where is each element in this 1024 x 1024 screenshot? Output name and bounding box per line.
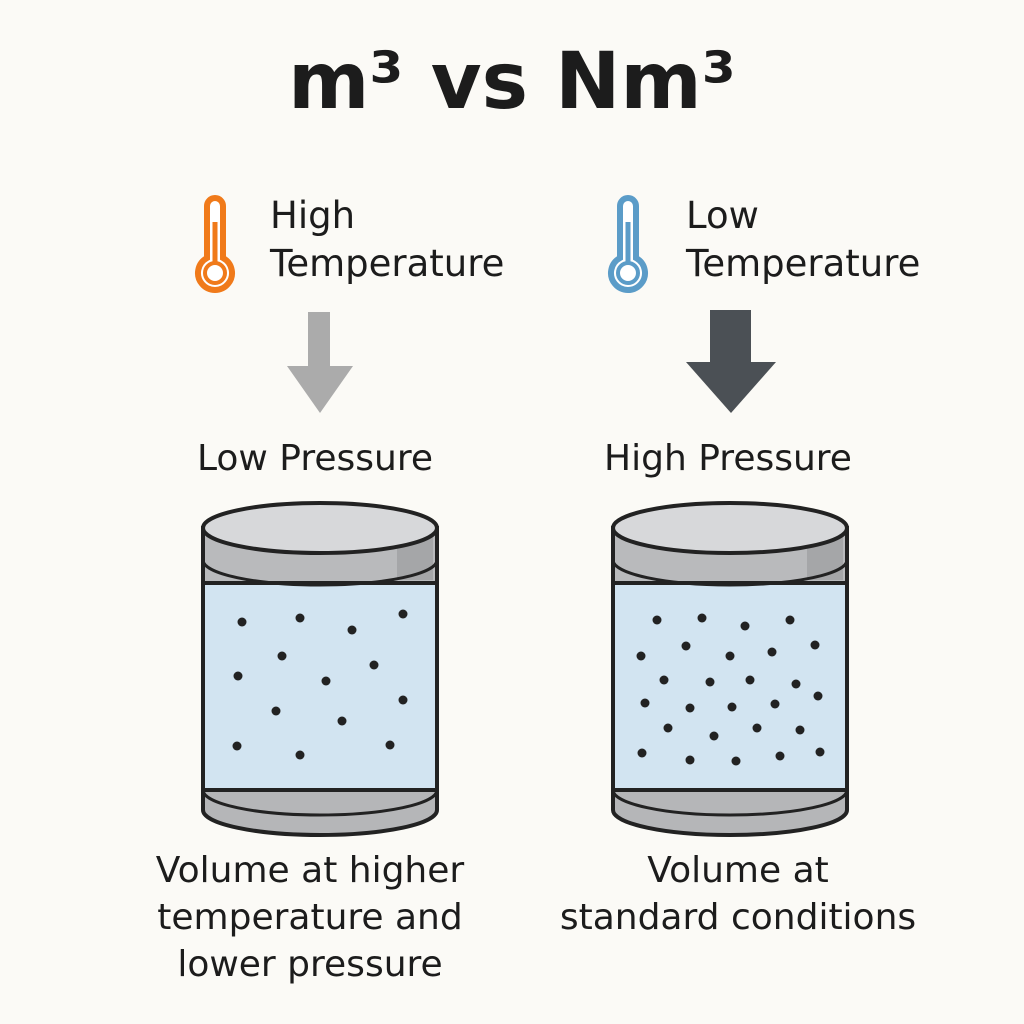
- cylinder-bottom-edge: [611, 789, 849, 817]
- cylinder-bottom-band: [611, 783, 849, 837]
- gas-particle: [385, 740, 395, 750]
- arrow-head: [686, 362, 776, 413]
- cylinder-bottom-edge: [201, 789, 439, 817]
- gas-particle: [369, 660, 379, 670]
- gas-particle: [347, 625, 357, 635]
- gas-particle: [775, 751, 785, 761]
- gas-particle: [295, 613, 305, 623]
- gas-particle: [659, 675, 669, 685]
- gas-particle: [810, 640, 820, 650]
- gas-particle: [752, 723, 762, 733]
- caption: standard conditions: [560, 897, 916, 938]
- caption: lower pressure: [177, 944, 442, 985]
- gas-particle: [277, 651, 287, 661]
- gas-particle: [640, 698, 650, 708]
- gas-particle: [398, 695, 408, 705]
- arrow-shaft: [710, 310, 751, 362]
- cylinder-top-band-edge: [201, 559, 439, 587]
- gas-particle: [725, 651, 735, 661]
- gas-particle: [337, 716, 347, 726]
- cylinder-body: [611, 578, 849, 792]
- cylinder-top-band-edge: [611, 559, 849, 587]
- temperature-label: Temperature: [269, 242, 504, 285]
- gas-particle: [232, 741, 242, 751]
- gas-particle: [785, 615, 795, 625]
- cylinder-lid: [611, 501, 849, 555]
- gas-particle: [709, 731, 719, 741]
- gas-particle: [705, 677, 715, 687]
- gas-particle: [237, 617, 247, 627]
- gas-particle: [791, 679, 801, 689]
- cylinder-bottom-band: [201, 783, 439, 837]
- temperature-label: Temperature: [685, 242, 920, 285]
- gas-particle: [233, 671, 243, 681]
- gas-particle: [767, 647, 777, 657]
- cylinder-body: [201, 578, 439, 792]
- gas-particle: [652, 615, 662, 625]
- gas-particle: [271, 706, 281, 716]
- thermometer-bulb: [203, 261, 227, 285]
- gas-particle: [681, 641, 691, 651]
- gas-particle: [813, 691, 823, 701]
- gas-particle: [685, 703, 695, 713]
- gas-particle: [745, 675, 755, 685]
- temperature-label: Low: [686, 194, 759, 237]
- caption: temperature and: [157, 897, 462, 938]
- gas-particle: [795, 725, 805, 735]
- gas-particle: [740, 621, 750, 631]
- gas-particle: [637, 748, 647, 758]
- caption: Volume at: [647, 850, 829, 891]
- gas-particle: [295, 750, 305, 760]
- gas-particle: [663, 723, 673, 733]
- gas-particle: [770, 699, 780, 709]
- gas-particle: [636, 651, 646, 661]
- arrow-shaft: [308, 312, 330, 366]
- thermometer-bulb: [616, 261, 640, 285]
- pressure-label: Low Pressure: [197, 438, 433, 479]
- gas-particle: [685, 755, 695, 765]
- title: m³ vs Nm³: [288, 37, 736, 127]
- gas-particle: [697, 613, 707, 623]
- cylinder-lid: [201, 501, 439, 555]
- gas-particle: [321, 676, 331, 686]
- gas-particle: [727, 702, 737, 712]
- arrow-head: [287, 366, 353, 413]
- caption: Volume at higher: [156, 850, 465, 891]
- temperature-label: High: [270, 194, 355, 237]
- gas-particle: [731, 756, 741, 766]
- pressure-label: High Pressure: [604, 438, 852, 479]
- gas-particle: [398, 609, 408, 619]
- gas-particle: [815, 747, 825, 757]
